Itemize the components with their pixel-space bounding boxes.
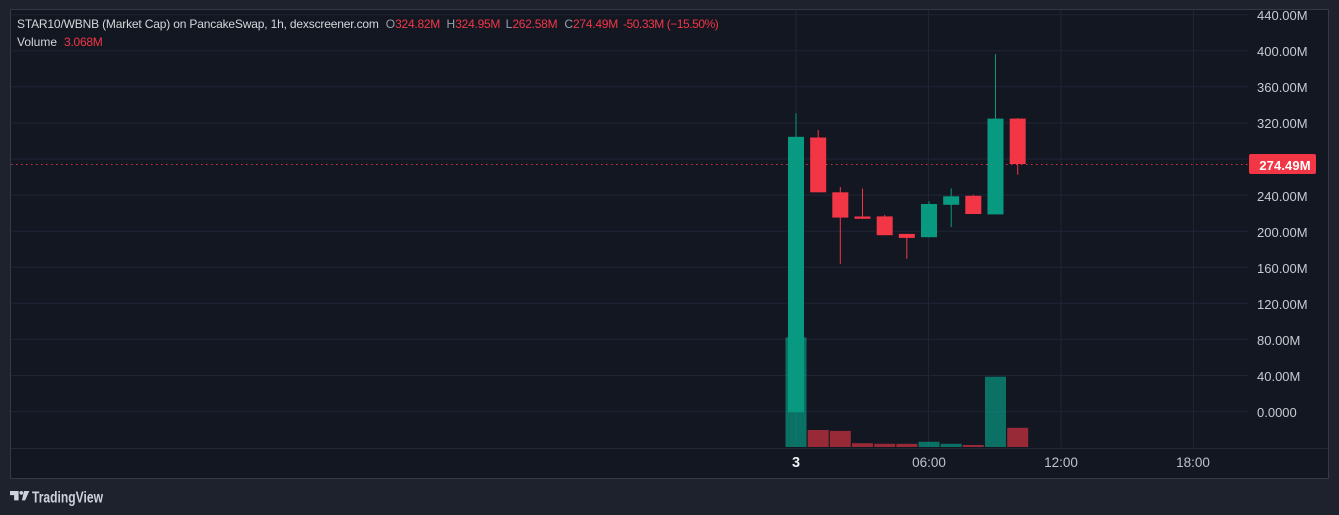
svg-text:TradingView: TradingView: [32, 490, 104, 507]
